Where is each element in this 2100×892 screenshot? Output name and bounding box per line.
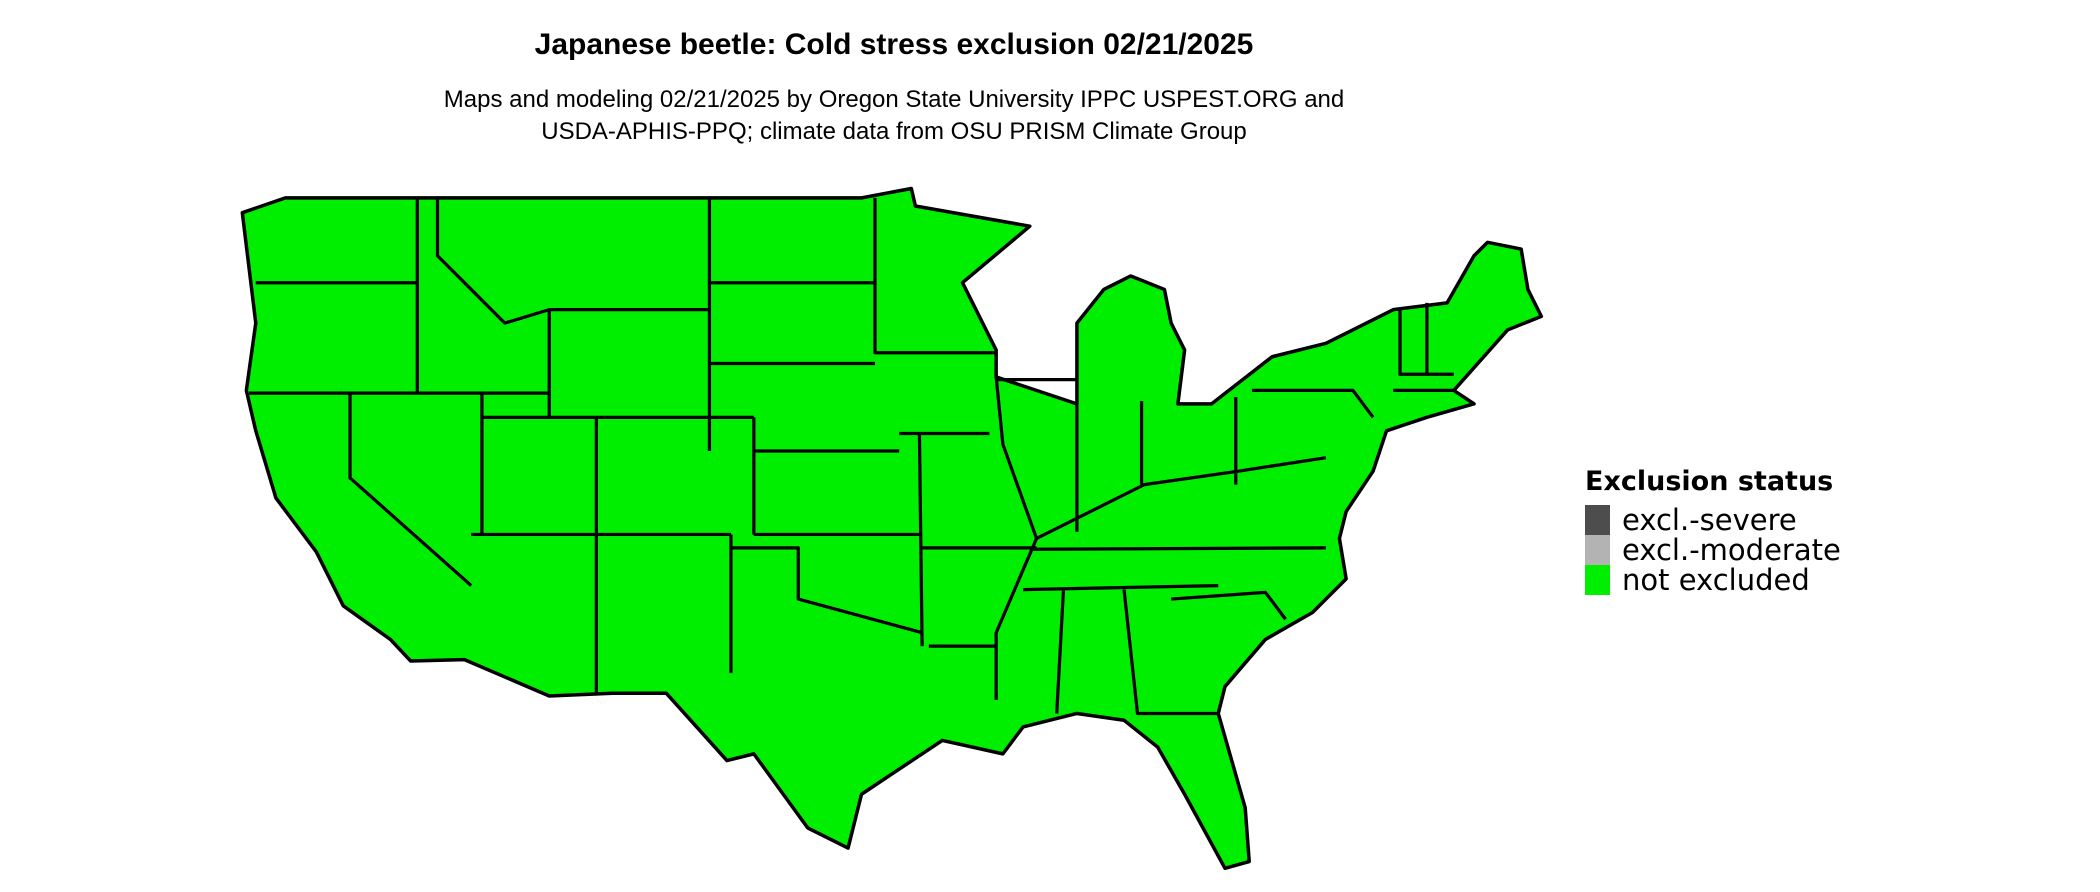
legend-label: excl.-severe — [1622, 503, 1797, 537]
subtitle-line: USDA-APHIS-PPQ; climate data from OSU PR… — [541, 118, 1247, 145]
legend-item-severe: excl.-severe — [1585, 503, 1841, 537]
legend-label: not excluded — [1622, 563, 1810, 597]
map-title: Japanese beetle: Cold stress exclusion 0… — [534, 28, 1254, 61]
state-borders — [249, 197, 1454, 716]
legend-title: Exclusion status — [1585, 466, 1834, 497]
legend-label: excl.-moderate — [1622, 533, 1841, 567]
legend-swatch — [1585, 535, 1610, 565]
legend: Exclusion status excl.-severe excl.-mode… — [1585, 466, 1841, 597]
legend-item-not-excluded: not excluded — [1585, 563, 1841, 597]
subtitle-line: Maps and modeling 02/21/2025 by Oregon S… — [443, 86, 1345, 113]
legend-swatch — [1585, 505, 1610, 535]
map-subtitle: Maps and modeling 02/21/2025 by Oregon S… — [0, 84, 1788, 148]
legend-swatch — [1585, 565, 1610, 595]
legend-item-moderate: excl.-moderate — [1585, 533, 1841, 567]
us-outline — [240, 186, 1544, 871]
